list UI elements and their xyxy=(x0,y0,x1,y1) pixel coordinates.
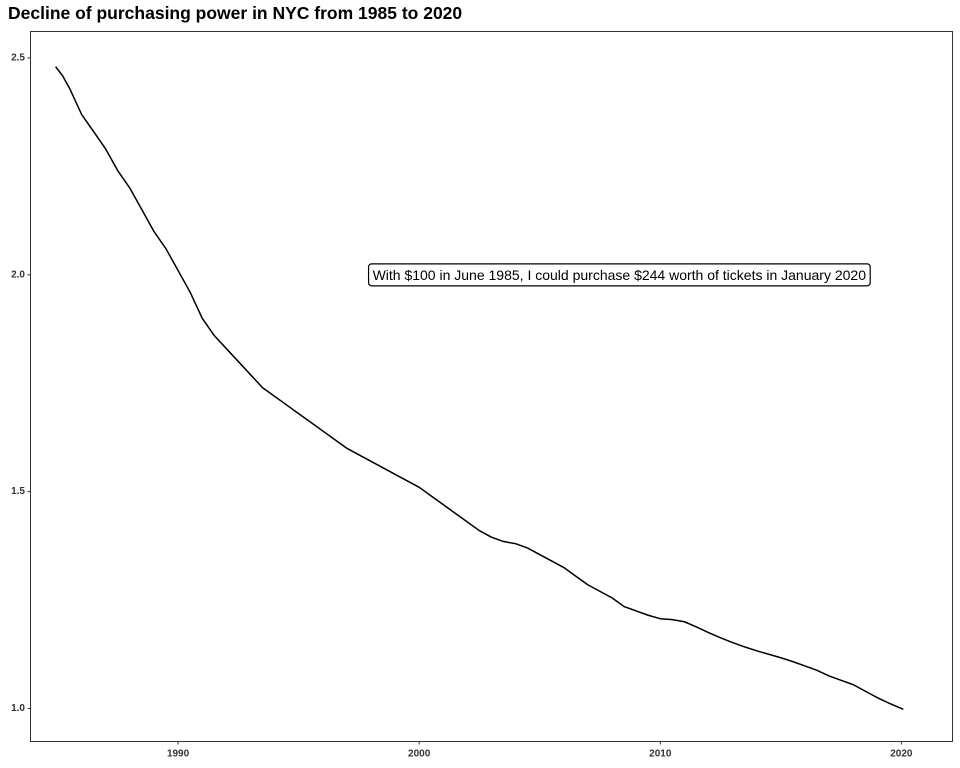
y-axis: 1.0 1.5 2.0 2.5 xyxy=(11,53,31,714)
annotation-text: With $100 in June 1985, I could purchase… xyxy=(373,267,867,283)
x-tick-label: 2020 xyxy=(890,749,913,760)
y-tick-label: 2.5 xyxy=(11,53,25,64)
y-tick-label: 2.0 xyxy=(11,269,25,280)
x-tick-label: 1990 xyxy=(167,749,190,760)
y-tick-label: 1.0 xyxy=(11,703,25,714)
annotation-label: With $100 in June 1985, I could purchase… xyxy=(367,263,871,287)
x-axis: 1990 2000 2010 2020 xyxy=(167,741,913,760)
plot-panel-border xyxy=(30,31,953,742)
x-tick-label: 2000 xyxy=(408,749,431,760)
x-tick-label: 2010 xyxy=(649,749,672,760)
series-line xyxy=(54,66,904,711)
y-tick-label: 1.5 xyxy=(11,486,25,497)
annotation-box xyxy=(367,263,871,287)
chart-title: Decline of purchasing power in NYC from … xyxy=(8,3,463,23)
